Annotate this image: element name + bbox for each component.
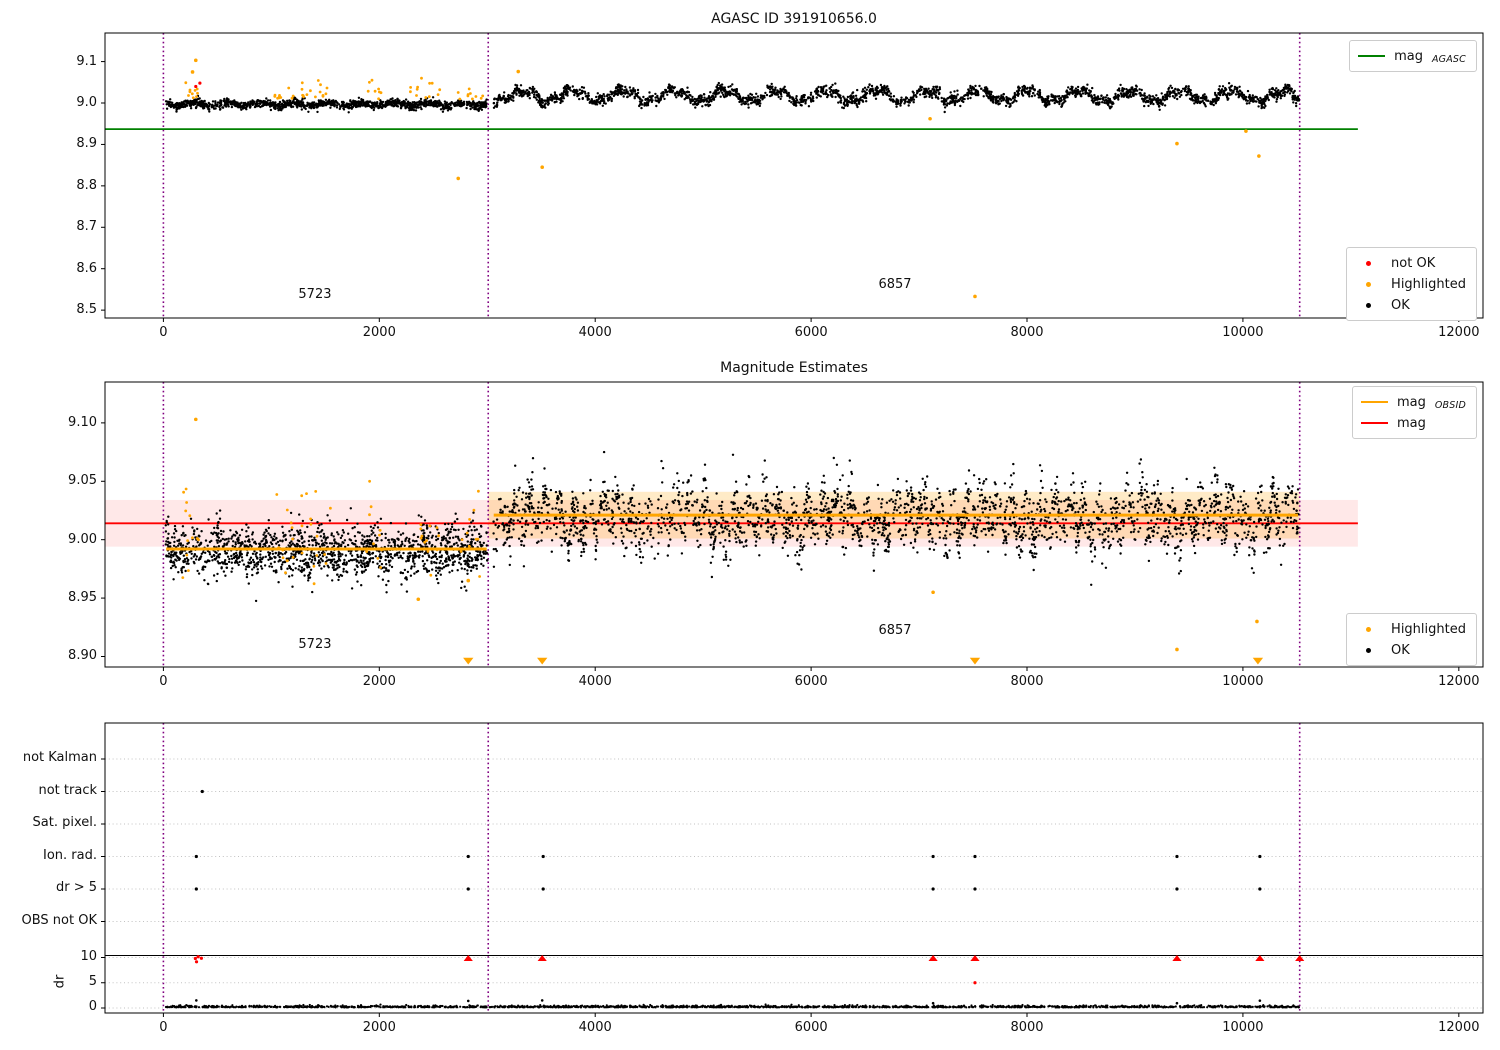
- plot1-title: AGASC ID 391910656.0: [711, 11, 877, 27]
- plot3-xtick-4000: 4000: [578, 1020, 612, 1035]
- legend-label: OK: [1391, 642, 1410, 658]
- plot3-flags-dr: [105, 723, 1483, 1013]
- plot1-ytick-8.6: 8.6: [76, 260, 97, 276]
- legend-mag-agasc: mag AGASC: [1349, 40, 1477, 72]
- flag-label-obs-not-ok: OBS not OK: [21, 912, 98, 928]
- legend-item-mag: mag: [1360, 413, 1466, 433]
- plot1-ytick-9.1: 9.1: [76, 53, 97, 69]
- dr-tick-0: 0: [88, 999, 97, 1014]
- plot2-ytick-9.10: 9.10: [68, 414, 97, 430]
- plot3-xtick-12000: 12000: [1438, 1020, 1480, 1035]
- obsid-annotation-6857: 6857: [878, 277, 912, 293]
- obsid-annotation-5723: 5723: [298, 287, 332, 303]
- plot1-ytick-8.9: 8.9: [76, 136, 97, 152]
- legend-dot-swatch: [1355, 647, 1382, 653]
- legend-dot-swatch: [1355, 302, 1382, 308]
- plot2-magnitude-estimates: [105, 382, 1358, 667]
- plot2-xtick-4000: 4000: [578, 674, 612, 689]
- plot2-ytick-9.05: 9.05: [68, 473, 97, 489]
- dr-tick-10: 10: [80, 948, 97, 964]
- plot3-xtick-2000: 2000: [362, 1020, 396, 1035]
- plot2-title: Magnitude Estimates: [720, 360, 868, 376]
- plot3-xtick-10000: 10000: [1222, 1020, 1264, 1035]
- plot2-xtick-6000: 6000: [794, 674, 828, 689]
- plot1-xtick-12000: 12000: [1438, 325, 1480, 340]
- legend-item-ok: OK: [1355, 295, 1466, 315]
- dr-tick-5: 5: [88, 973, 97, 989]
- obsid-annotation-5723: 5723: [298, 636, 332, 652]
- plot2-xtick-0: 0: [159, 674, 168, 689]
- plot3-xtick-0: 0: [159, 1020, 168, 1035]
- plot2-xtick-8000: 8000: [1010, 674, 1044, 689]
- plot1-ytick-8.7: 8.7: [76, 219, 97, 235]
- dr-axis-label: dr: [52, 974, 68, 989]
- legend-dot-swatch: [1355, 281, 1382, 287]
- plot1-xtick-10000: 10000: [1222, 325, 1264, 340]
- legend-label-subscript: OBSID: [1434, 399, 1466, 411]
- legend-label: mag: [1394, 48, 1423, 64]
- flag-label-ion-rad-: Ion. rad.: [43, 847, 97, 863]
- plot1-xtick-8000: 8000: [1010, 325, 1044, 340]
- obsid-annotation-6857: 6857: [878, 622, 912, 638]
- legend-line-swatch: [1360, 422, 1388, 424]
- legend-mag-obsid: mag OBSID mag: [1351, 386, 1477, 439]
- plot2-ytick-9.00: 9.00: [68, 531, 97, 547]
- legend-dot-swatch: [1355, 260, 1382, 266]
- legend-item-ok: OK: [1355, 640, 1466, 660]
- plot3-xtick-6000: 6000: [794, 1020, 828, 1035]
- legend-item-mag: mag AGASC: [1358, 46, 1466, 66]
- plot2-xtick-2000: 2000: [362, 674, 396, 689]
- legend-label-subscript: AGASC: [1431, 53, 1466, 65]
- legend-label: not OK: [1391, 255, 1436, 271]
- legend-line-swatch: [1358, 55, 1386, 57]
- plot1-xtick-4000: 4000: [578, 325, 612, 340]
- flag-label-dr-5: dr > 5: [55, 880, 97, 895]
- plot1-ytick-8.8: 8.8: [76, 177, 97, 193]
- plot3-xtick-8000: 8000: [1010, 1020, 1044, 1035]
- flag-label-sat-pixel-: Sat. pixel.: [32, 815, 97, 830]
- plot2-xtick-12000: 12000: [1438, 674, 1480, 689]
- legend-quality-top: not OK Highlighted OK: [1346, 247, 1477, 321]
- plot1-xtick-6000: 6000: [794, 325, 828, 340]
- plot2-xtick-10000: 10000: [1222, 674, 1264, 689]
- legend-quality-mid: Highlighted OK: [1346, 613, 1477, 666]
- plot1-xtick-0: 0: [159, 325, 168, 340]
- flag-label-not-track: not track: [38, 782, 97, 798]
- legend-label: Highlighted: [1391, 276, 1466, 292]
- plot1-ytick-8.5: 8.5: [76, 302, 97, 318]
- plot2-ytick-8.95: 8.95: [68, 590, 97, 606]
- legend-item-highlighted: Highlighted: [1355, 274, 1466, 294]
- legend-label: OK: [1391, 297, 1410, 313]
- legend-item-not-ok: not OK: [1355, 253, 1466, 273]
- plot1-ytick-9.0: 9.0: [76, 95, 97, 110]
- plot1-agasc: [105, 33, 1358, 318]
- plot1-xtick-2000: 2000: [362, 325, 396, 340]
- legend-label: mag: [1396, 394, 1426, 410]
- plot2-ytick-8.90: 8.90: [68, 648, 97, 664]
- legend-item-mag: mag OBSID: [1360, 392, 1466, 412]
- legend-label: mag: [1396, 415, 1426, 431]
- legend-line-swatch: [1360, 401, 1388, 403]
- flag-label-not-kalman: not Kalman: [22, 750, 97, 765]
- legend-item-highlighted: Highlighted: [1355, 619, 1466, 639]
- legend-dot-swatch: [1355, 626, 1382, 632]
- legend-label: Highlighted: [1391, 621, 1466, 637]
